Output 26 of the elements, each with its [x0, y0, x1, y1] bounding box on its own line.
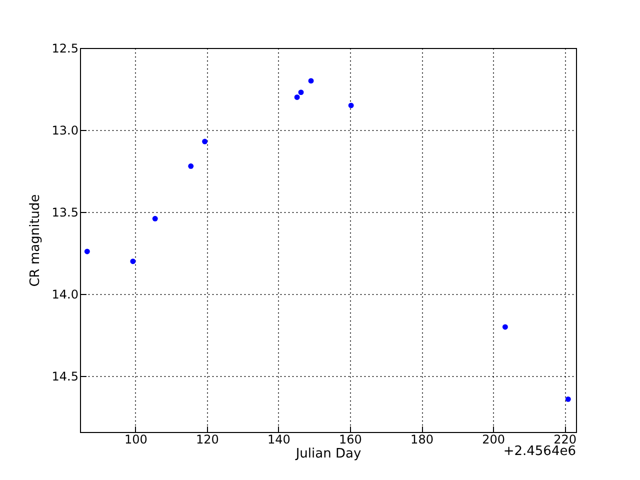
point — [565, 396, 571, 402]
x-tick-label: 180 — [410, 432, 434, 446]
x-tick-label: 160 — [339, 432, 362, 446]
y-tick-label: 12.5 — [52, 42, 78, 56]
x-tick-label: 120 — [196, 432, 219, 446]
text: +2.4564e6 — [503, 444, 576, 459]
x-tick-label: 140 — [268, 432, 290, 446]
x-tick-label: 100 — [124, 432, 148, 446]
x-tick-label: 220 — [554, 432, 577, 446]
y-tick-label: 14.5 — [52, 370, 78, 384]
point — [130, 258, 136, 264]
point — [294, 94, 300, 100]
point — [84, 248, 90, 254]
point — [308, 78, 314, 84]
y-axis-title: CR magnitude — [28, 194, 43, 287]
y-tick-label: 13.5 — [52, 206, 78, 220]
point — [298, 90, 304, 96]
point — [202, 138, 208, 144]
y-tick-label: 13.0 — [52, 124, 78, 138]
point — [348, 102, 354, 108]
point — [188, 163, 194, 169]
y-tick-label: 14.0 — [52, 288, 78, 302]
x-tick-label: 200 — [482, 432, 505, 446]
point — [502, 324, 508, 330]
point — [152, 216, 158, 222]
x-axis-title: Julian Day — [294, 446, 362, 462]
